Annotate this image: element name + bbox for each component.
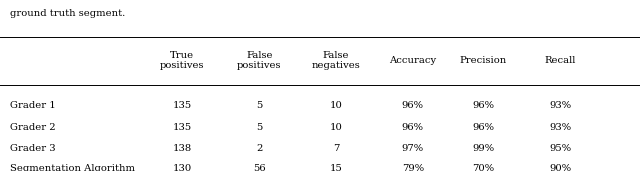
Text: False
positives: False positives <box>237 51 282 70</box>
Text: 138: 138 <box>173 144 192 153</box>
Text: 96%: 96% <box>472 101 494 110</box>
Text: 95%: 95% <box>549 144 571 153</box>
Text: 70%: 70% <box>472 164 494 171</box>
Text: True
positives: True positives <box>160 51 205 70</box>
Text: 56: 56 <box>253 164 266 171</box>
Text: 96%: 96% <box>472 123 494 132</box>
Text: Grader 3: Grader 3 <box>10 144 55 153</box>
Text: 5: 5 <box>256 123 262 132</box>
Text: 93%: 93% <box>549 123 571 132</box>
Text: 135: 135 <box>173 123 192 132</box>
Text: 15: 15 <box>330 164 342 171</box>
Text: 5: 5 <box>256 101 262 110</box>
Text: 2: 2 <box>256 144 262 153</box>
Text: 90%: 90% <box>549 164 571 171</box>
Text: 93%: 93% <box>549 101 571 110</box>
Text: 130: 130 <box>173 164 192 171</box>
Text: 10: 10 <box>330 101 342 110</box>
Text: Accuracy: Accuracy <box>389 56 436 65</box>
Text: Grader 2: Grader 2 <box>10 123 55 132</box>
Text: 10: 10 <box>330 123 342 132</box>
Text: Grader 1: Grader 1 <box>10 101 55 110</box>
Text: Precision: Precision <box>460 56 507 65</box>
Text: 135: 135 <box>173 101 192 110</box>
Text: 7: 7 <box>333 144 339 153</box>
Text: Segmentation Algorithm: Segmentation Algorithm <box>10 164 134 171</box>
Text: False
negatives: False negatives <box>312 51 360 70</box>
Text: 99%: 99% <box>472 144 494 153</box>
Text: 79%: 79% <box>402 164 424 171</box>
Text: 96%: 96% <box>402 101 424 110</box>
Text: ground truth segment.: ground truth segment. <box>10 9 125 18</box>
Text: 97%: 97% <box>402 144 424 153</box>
Text: 96%: 96% <box>402 123 424 132</box>
Text: Recall: Recall <box>544 56 576 65</box>
